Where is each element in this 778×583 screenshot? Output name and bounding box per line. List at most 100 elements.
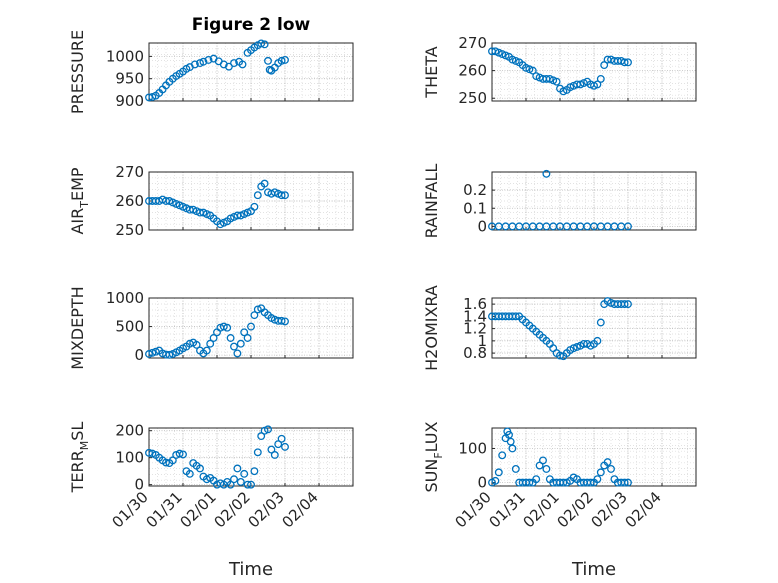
- y-tick-label: 900: [115, 92, 144, 110]
- data-point: [209, 334, 218, 342]
- data-point: [233, 349, 242, 358]
- series-points: [488, 297, 632, 361]
- series-points: [488, 427, 632, 487]
- data-point: [226, 480, 235, 489]
- series-points: [145, 304, 289, 359]
- data-point: [620, 478, 629, 487]
- y-tick-label: 0: [477, 474, 487, 492]
- y-tick-label: 500: [115, 318, 144, 336]
- data-point: [240, 469, 249, 478]
- y-tick-label: 100: [115, 449, 144, 467]
- data-point: [281, 442, 289, 451]
- y-tick-label: 1.4: [463, 307, 487, 325]
- data-point: [569, 344, 578, 353]
- y-tick-label: 0: [477, 217, 487, 235]
- data-point: [230, 59, 238, 68]
- data-point: [277, 56, 286, 65]
- y-tick-label: 200: [115, 422, 144, 440]
- data-point: [250, 202, 259, 211]
- y-tick-label: 1000: [106, 47, 144, 65]
- subplot-6: 0.811.21.41.6 H2OMIXRA: [422, 285, 697, 371]
- data-point: [192, 340, 201, 349]
- subplot-4: 00.10.2 RAINFALL: [422, 164, 697, 238]
- data-point: [556, 351, 564, 360]
- data-point: [168, 456, 177, 465]
- data-point: [204, 56, 213, 64]
- subplot-5: 0 500 1000 MIXDEPTH: [68, 286, 354, 370]
- data-point: [624, 300, 632, 309]
- data-point: [240, 328, 249, 337]
- data-point: [620, 58, 629, 67]
- data-point: [264, 425, 272, 434]
- y-tick-label: 0.2: [463, 181, 487, 199]
- data-point: [185, 469, 194, 478]
- data-point: [277, 316, 286, 325]
- data-point: [175, 449, 184, 458]
- x-axis-label-right: Time: [571, 559, 616, 580]
- y-tick-label: 250: [115, 221, 144, 239]
- y-tick-label: 250: [458, 89, 487, 107]
- data-point: [253, 305, 262, 314]
- y-tick-label: 1: [477, 332, 487, 350]
- series-points: [145, 39, 289, 102]
- data-point: [260, 40, 269, 49]
- data-point: [260, 179, 269, 188]
- data-point: [528, 66, 537, 75]
- data-point: [219, 322, 228, 331]
- data-point: [600, 61, 609, 70]
- data-point: [586, 478, 595, 487]
- y-tick-label: 0: [134, 476, 144, 494]
- y-tick-label: 950: [115, 70, 144, 88]
- y-tick-label: 0.8: [463, 344, 487, 362]
- y-axis-label: PRESSURE: [68, 30, 87, 114]
- data-point: [253, 448, 262, 457]
- y-tick-label: 260: [115, 192, 144, 210]
- y-tick-label: 270: [458, 34, 487, 52]
- y-tick-label: 270: [115, 163, 144, 181]
- data-point: [573, 343, 581, 351]
- subplot-3: 250 260 270 AIRTEMP: [68, 163, 354, 239]
- data-point: [148, 348, 157, 357]
- data-point: [542, 169, 551, 178]
- data-point: [264, 56, 272, 65]
- data-point: [267, 445, 276, 454]
- data-point: [230, 342, 238, 351]
- data-point: [223, 323, 232, 332]
- data-point: [230, 475, 238, 484]
- data-point: [224, 62, 233, 71]
- data-point: [145, 350, 153, 358]
- data-point: [596, 468, 605, 477]
- data-point: [257, 432, 266, 441]
- data-point: [511, 312, 520, 321]
- data-point: [277, 191, 286, 200]
- y-tick-label: 1.6: [463, 295, 487, 313]
- data-point: [511, 464, 520, 473]
- y-tick-label: 100: [458, 439, 487, 457]
- data-point: [277, 434, 286, 443]
- data-point: [250, 311, 259, 320]
- data-point: [491, 476, 500, 485]
- data-point: [508, 444, 517, 453]
- data-point: [243, 480, 252, 489]
- data-point: [593, 336, 602, 345]
- y-tick-label: 1.2: [463, 320, 487, 338]
- data-point: [190, 60, 199, 69]
- y-tick-label: 0: [134, 346, 144, 364]
- figure-title: Figure 2 low: [192, 15, 311, 35]
- data-point: [274, 440, 283, 449]
- data-point: [494, 468, 503, 477]
- y-axis-label: H2OMIXRA: [422, 285, 441, 371]
- data-point: [596, 74, 605, 83]
- series-points: [145, 179, 289, 229]
- data-point: [620, 300, 629, 309]
- data-point: [270, 451, 279, 459]
- data-point: [596, 318, 605, 327]
- series-points: [488, 169, 632, 231]
- subplot-2: 250 260 270 THETA: [422, 34, 697, 107]
- data-point: [238, 60, 247, 69]
- data-point: [498, 451, 507, 460]
- data-point: [624, 222, 632, 231]
- y-axis-label: THETA: [422, 46, 441, 98]
- data-point: [532, 475, 541, 484]
